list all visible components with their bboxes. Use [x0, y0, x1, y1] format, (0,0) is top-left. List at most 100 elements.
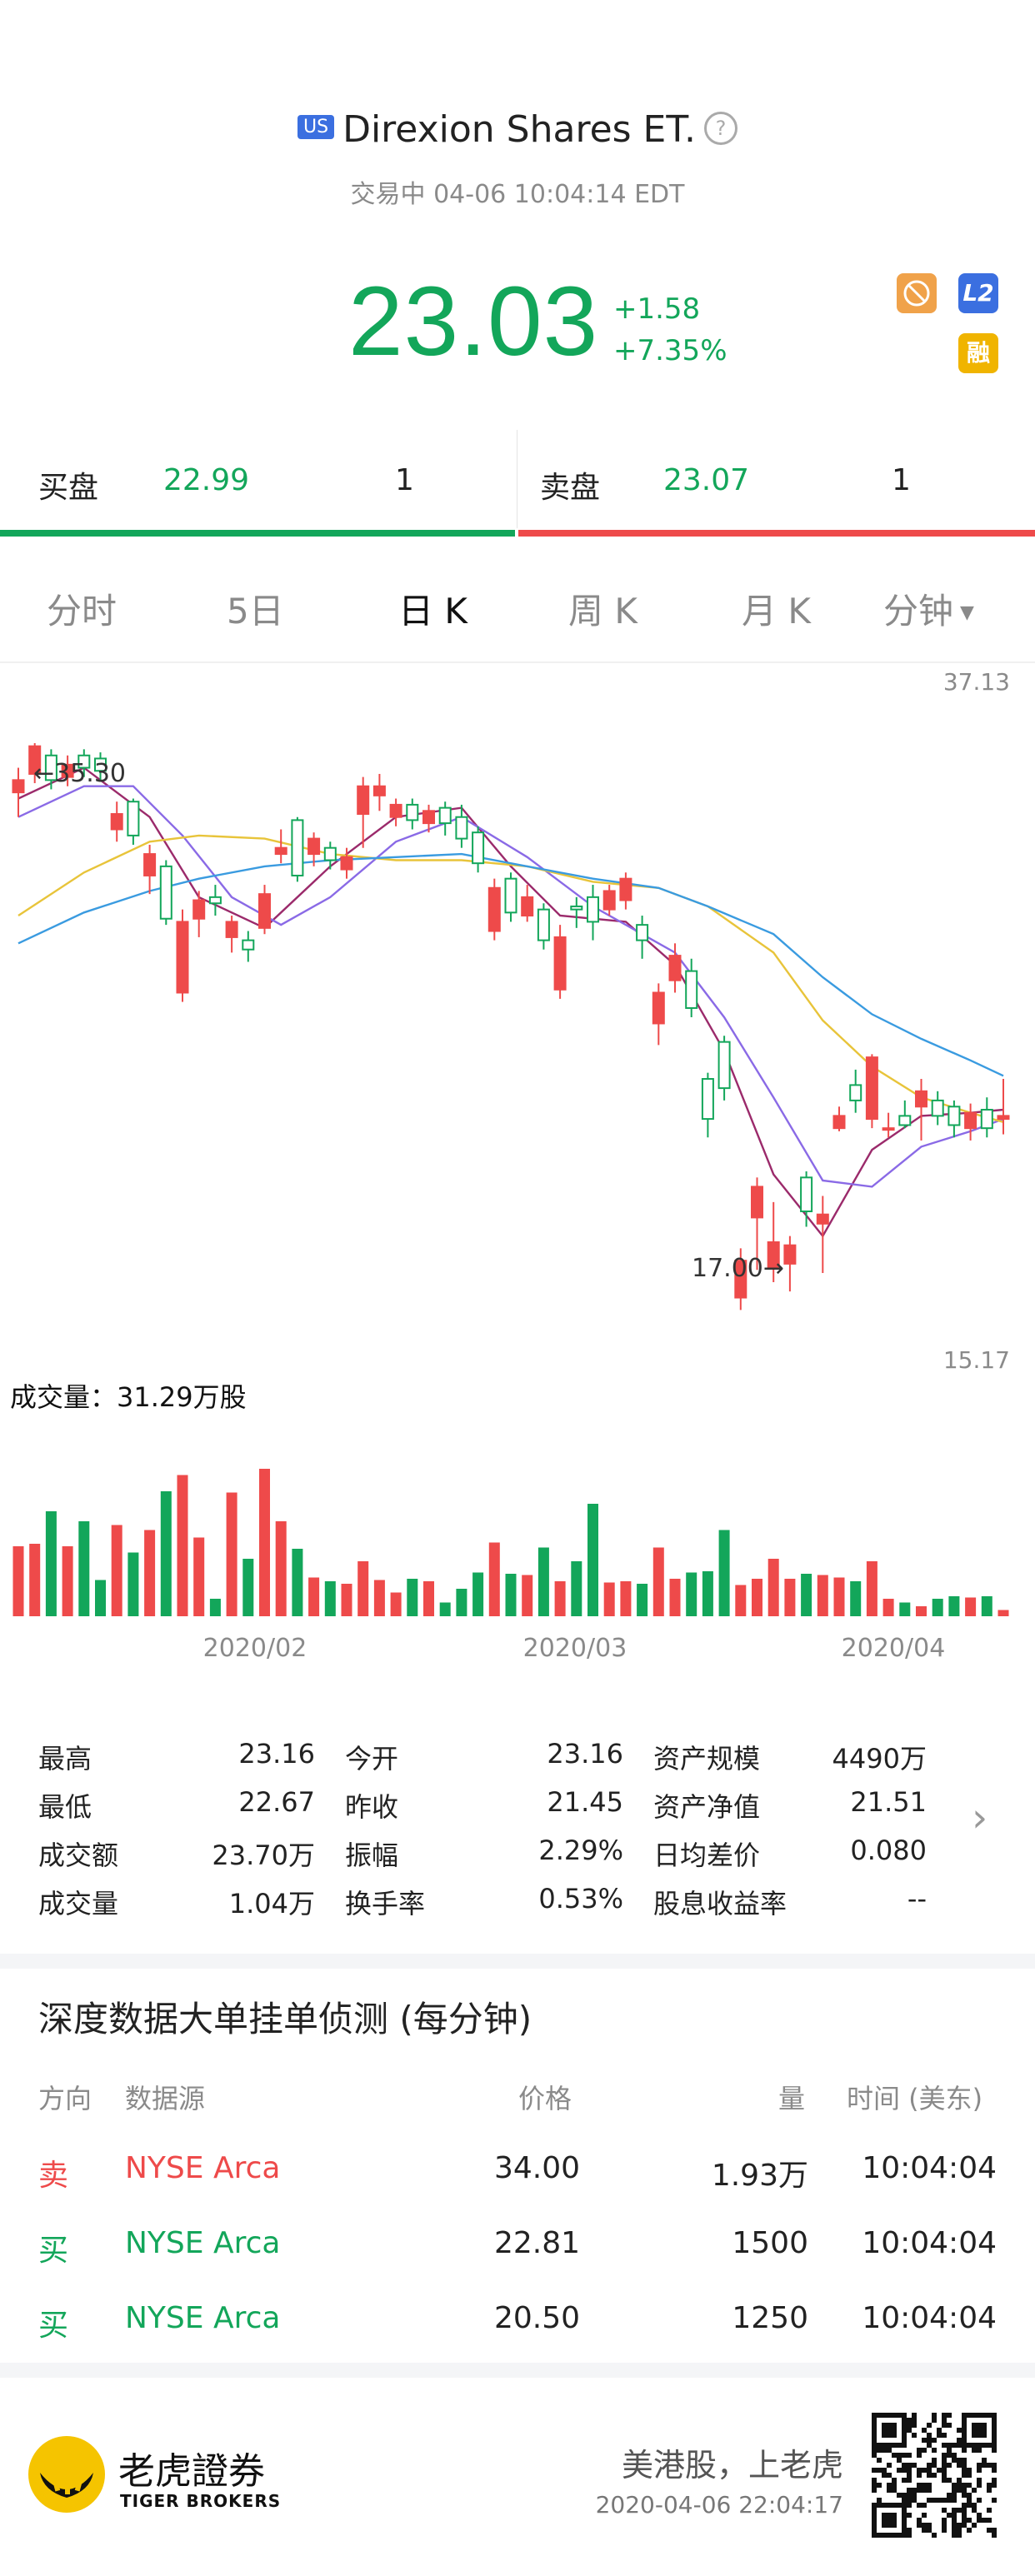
qr-module [942, 2473, 947, 2478]
no-short-icon[interactable] [897, 273, 937, 313]
qr-module [952, 2528, 957, 2533]
brand-name-en: TIGER BROKERS [120, 2491, 282, 2511]
qr-module [932, 2533, 937, 2538]
candle-body [915, 1090, 928, 1108]
volume-bar [882, 1599, 894, 1616]
qr-module [927, 2528, 932, 2533]
qr-finder [972, 2423, 987, 2438]
qr-module [957, 2483, 962, 2488]
volume-bar [817, 1575, 828, 1616]
candle-body [323, 846, 337, 861]
qr-module [877, 2498, 882, 2503]
level2-badge[interactable]: L2 [958, 273, 998, 313]
qr-module [917, 2523, 922, 2528]
qr-module [962, 2458, 967, 2463]
qr-module [977, 2513, 982, 2518]
qr-module [932, 2463, 937, 2468]
volume-bar [948, 1596, 960, 1616]
volume-bar [78, 1521, 90, 1616]
tab-minute[interactable]: 分钟 ▼ [883, 583, 974, 634]
tab-weekly-k[interactable]: 周 K [568, 591, 638, 632]
tab-monthly-k[interactable]: 月 K [742, 591, 811, 632]
divider [0, 661, 1035, 663]
source-cell: NYSE Arca [125, 2226, 281, 2260]
candle-body [472, 831, 485, 865]
candle-body [208, 896, 222, 905]
section-gap [0, 2363, 1035, 2378]
ma30-line [18, 852, 1004, 1077]
volume-bar [456, 1589, 468, 1616]
qr-module [917, 2468, 922, 2473]
qr-module [927, 2433, 932, 2438]
qr-module [952, 2453, 957, 2458]
tab-5day[interactable]: 5日 [227, 591, 284, 632]
margin-badge[interactable]: 融 [958, 333, 998, 373]
candle-body [389, 803, 402, 818]
qr-module [957, 2508, 962, 2513]
volume-bar [226, 1492, 238, 1616]
qr-module [957, 2528, 962, 2533]
bid-strength-bar [0, 530, 515, 537]
qr-module [932, 2438, 937, 2443]
qr-module [912, 2498, 917, 2503]
volume-bar [95, 1580, 106, 1616]
qr-module [892, 2478, 897, 2483]
qr-module [952, 2518, 957, 2523]
qr-module [962, 2523, 967, 2528]
volume-bar [718, 1530, 730, 1616]
ask-price: 23.07 [663, 463, 750, 497]
tab-daily-k[interactable]: 日 K [398, 591, 468, 632]
candle-body [997, 1115, 1010, 1121]
qr-module [907, 2418, 912, 2423]
volume-bar [29, 1544, 41, 1616]
qr-module [917, 2503, 922, 2508]
volume-bar [407, 1579, 418, 1616]
qr-module [962, 2473, 967, 2478]
qr-module [957, 2463, 962, 2468]
candle-body [406, 803, 419, 821]
chevron-right-icon[interactable]: › [972, 1795, 988, 1841]
brand-name-cn: 老虎證券 [118, 2450, 265, 2493]
slogan: 美港股，上老虎 [621, 2447, 843, 2484]
qr-module [887, 2448, 892, 2453]
change-percent: +7.35% [613, 334, 728, 367]
qr-module [892, 2453, 897, 2458]
volume-label: 成交量：31.29万股 [10, 1381, 247, 1413]
candle-body [602, 890, 616, 911]
qr-module [907, 2453, 912, 2458]
direction-cell: 卖 [38, 2159, 69, 2193]
candle-body [587, 896, 599, 923]
candles [12, 742, 1010, 1310]
candle-body [504, 877, 518, 914]
qr-module [987, 2488, 992, 2493]
candle-body [110, 813, 123, 831]
qr-module [962, 2488, 967, 2493]
candle-body [553, 936, 567, 991]
volume-bar [209, 1599, 221, 1616]
qr-module [912, 2423, 917, 2428]
ma20-line [18, 834, 1004, 1123]
stat-value: 4490万 [832, 1743, 927, 1775]
tab-intraday[interactable]: 分时 [47, 591, 118, 632]
qr-module [882, 2468, 887, 2473]
qr-module [992, 2498, 997, 2503]
candle-body [192, 899, 206, 920]
help-icon[interactable]: ? [704, 112, 738, 145]
ask-strength-bar [518, 530, 1035, 537]
qr-module [907, 2493, 912, 2498]
qr-module [932, 2498, 937, 2503]
qr-module [907, 2488, 912, 2493]
bid-ask-panel: 买盘 22.99 1 卖盘 23.07 1 [0, 430, 1035, 538]
candle-body [12, 779, 25, 794]
qr-module [882, 2473, 887, 2478]
candle-body [372, 785, 386, 796]
qr-module [957, 2428, 962, 2433]
candle-body [274, 846, 288, 856]
qr-module [907, 2498, 912, 2503]
qr-module [962, 2448, 967, 2453]
volume-bar [45, 1511, 57, 1616]
qr-module [917, 2483, 922, 2488]
volume-bar [390, 1592, 402, 1616]
candlestick-chart[interactable]: 37.13 15.17 ←35.30 17.00→ 成交量：31.29万股 20… [0, 658, 1035, 1675]
stat-value: 23.16 [238, 1738, 315, 1770]
